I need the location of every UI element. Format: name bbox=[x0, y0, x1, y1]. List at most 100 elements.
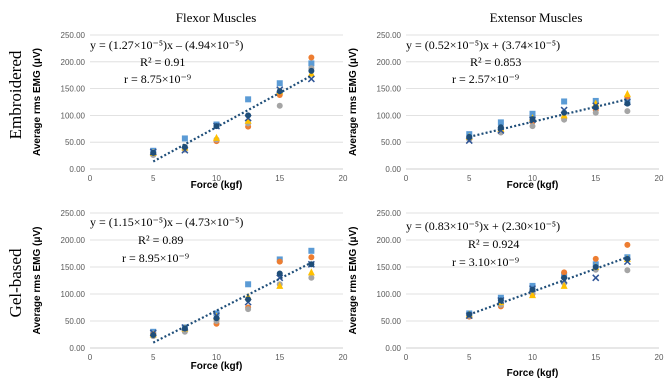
y-tick-label: 0.00 bbox=[69, 165, 85, 174]
x-tick-label: 20 bbox=[339, 353, 348, 362]
data-point-circle bbox=[150, 149, 157, 156]
data-point-circle bbox=[308, 261, 315, 268]
r-squared-label: R² = 0.89 bbox=[138, 233, 183, 247]
x-tick-label: 10 bbox=[212, 353, 221, 362]
data-point-circle bbox=[213, 315, 220, 322]
data-point-square bbox=[529, 282, 536, 289]
data-point-circle bbox=[276, 270, 283, 277]
x-axis-label: Force (kgf) bbox=[507, 180, 559, 191]
data-point-circle bbox=[592, 109, 599, 116]
trendline bbox=[468, 98, 628, 138]
column-title-flexor: Flexor Muscles bbox=[176, 10, 257, 25]
y-tick-label: 0.00 bbox=[385, 344, 401, 353]
y-axis-label: Average rms EMG (μV) bbox=[32, 48, 43, 156]
x-tick-label: 20 bbox=[655, 353, 664, 362]
r-squared-label: R² = 0.853 bbox=[470, 55, 521, 69]
data-point-circle bbox=[624, 255, 631, 262]
data-point-circle bbox=[624, 100, 631, 107]
y-tick-label: 50.00 bbox=[65, 138, 86, 147]
y-tick-label: 200.00 bbox=[61, 236, 86, 245]
y-tick-label: 250.00 bbox=[377, 209, 402, 218]
regression-equation: y = (0.83×10⁻⁵)x + (2.30×10⁻⁵) bbox=[406, 219, 560, 233]
chart-2: 0.00 50.00 100.00 150.00 200.00 250.00 0 5 10 15 2… bbox=[32, 209, 348, 372]
data-point-square bbox=[497, 119, 504, 126]
y-tick-label: 0.00 bbox=[69, 344, 85, 353]
y-tick-label: 250.00 bbox=[377, 31, 402, 40]
data-point-square bbox=[245, 96, 252, 103]
correlation-label: r = 8.75×10⁻⁹ bbox=[124, 72, 191, 86]
x-tick-label: 15 bbox=[275, 174, 284, 183]
data-point-circle bbox=[276, 102, 283, 109]
chart-0: 0.00 50.00 100.00 150.00 200.00 250.00 0 5 10 15 2… bbox=[32, 31, 348, 191]
regression-equation: y = (0.52×10⁻⁵)x + (3.74×10⁻⁵) bbox=[406, 38, 560, 52]
data-point-circle bbox=[276, 88, 283, 95]
column-title-extensor: Extensor Muscles bbox=[490, 10, 583, 25]
y-tick-label: 100.00 bbox=[377, 111, 402, 120]
data-point-circle bbox=[529, 123, 536, 130]
r-squared-label: R² = 0.924 bbox=[468, 237, 519, 251]
row-label-embroidered: Embroidered bbox=[6, 50, 25, 139]
y-tick-label: 150.00 bbox=[377, 85, 402, 94]
x-tick-label: 10 bbox=[528, 353, 537, 362]
y-axis-label: Average rms EMG (μV) bbox=[348, 226, 359, 334]
x-tick-label: 5 bbox=[151, 174, 156, 183]
correlation-label: r = 3.10×10⁻⁹ bbox=[452, 255, 519, 269]
y-tick-label: 250.00 bbox=[61, 31, 86, 40]
y-tick-label: 250.00 bbox=[61, 209, 86, 218]
chart-1: 0.00 50.00 100.00 150.00 200.00 250.00 0 5 10 15 2… bbox=[348, 31, 664, 191]
x-tick-label: 10 bbox=[528, 174, 537, 183]
x-tick-label: 0 bbox=[88, 353, 93, 362]
data-point-triangle bbox=[623, 89, 631, 97]
data-point-square bbox=[276, 80, 283, 87]
y-tick-label: 50.00 bbox=[65, 317, 86, 326]
y-tick-label: 150.00 bbox=[61, 85, 86, 94]
data-point-circle bbox=[624, 241, 631, 248]
y-tick-label: 50.00 bbox=[381, 317, 402, 326]
trendline bbox=[152, 74, 312, 163]
y-tick-label: 200.00 bbox=[61, 58, 86, 67]
correlation-label: r = 2.57×10⁻⁹ bbox=[452, 72, 519, 86]
data-point-circle bbox=[592, 255, 599, 262]
data-point-triangle bbox=[529, 291, 536, 299]
x-tick-label: 20 bbox=[339, 174, 348, 183]
x-tick-label: 0 bbox=[404, 174, 409, 183]
y-tick-label: 200.00 bbox=[377, 58, 402, 67]
data-point-square bbox=[308, 60, 315, 67]
data-point-square bbox=[624, 97, 631, 104]
x-tick-label: 15 bbox=[591, 353, 600, 362]
data-point-square bbox=[561, 98, 568, 105]
data-point-circle bbox=[624, 267, 631, 274]
data-point-circle bbox=[561, 109, 568, 116]
x-tick-label: 0 bbox=[404, 353, 409, 362]
x-tick-label: 0 bbox=[88, 174, 93, 183]
data-point-square bbox=[245, 281, 252, 288]
data-point-circle bbox=[308, 67, 315, 74]
data-point-circle bbox=[245, 296, 252, 303]
regression-equation: y = (1.27×10⁻⁵)x – (4.94×10⁻⁵) bbox=[90, 38, 243, 52]
data-point-x bbox=[592, 274, 600, 282]
data-point-square bbox=[529, 110, 536, 117]
x-stroke bbox=[592, 274, 600, 282]
data-point-circle bbox=[245, 112, 252, 119]
x-axis-label: Force (kgf) bbox=[507, 368, 559, 378]
y-tick-label: 0.00 bbox=[385, 165, 401, 174]
y-tick-label: 200.00 bbox=[377, 236, 402, 245]
data-point-triangle bbox=[244, 116, 252, 124]
chart-3: 0.00 50.00 100.00 150.00 200.00 250.00 0 5 10 15 2… bbox=[348, 209, 664, 378]
y-axis-label: Average rms EMG (μV) bbox=[348, 48, 359, 156]
data-point-circle bbox=[561, 269, 568, 276]
data-point-circle bbox=[150, 332, 157, 339]
data-point-circle bbox=[308, 54, 315, 61]
row-label-gel-based: Gel-based bbox=[6, 248, 25, 317]
data-point-circle bbox=[624, 108, 631, 115]
y-tick-label: 150.00 bbox=[61, 263, 86, 272]
x-axis-label: Force (kgf) bbox=[191, 361, 243, 372]
x-axis-label: Force (kgf) bbox=[191, 180, 243, 191]
data-point-triangle bbox=[213, 133, 220, 141]
x-tick-label: 20 bbox=[655, 174, 664, 183]
data-point-circle bbox=[308, 274, 315, 281]
y-tick-label: 100.00 bbox=[61, 290, 86, 299]
x-stroke bbox=[307, 75, 315, 83]
